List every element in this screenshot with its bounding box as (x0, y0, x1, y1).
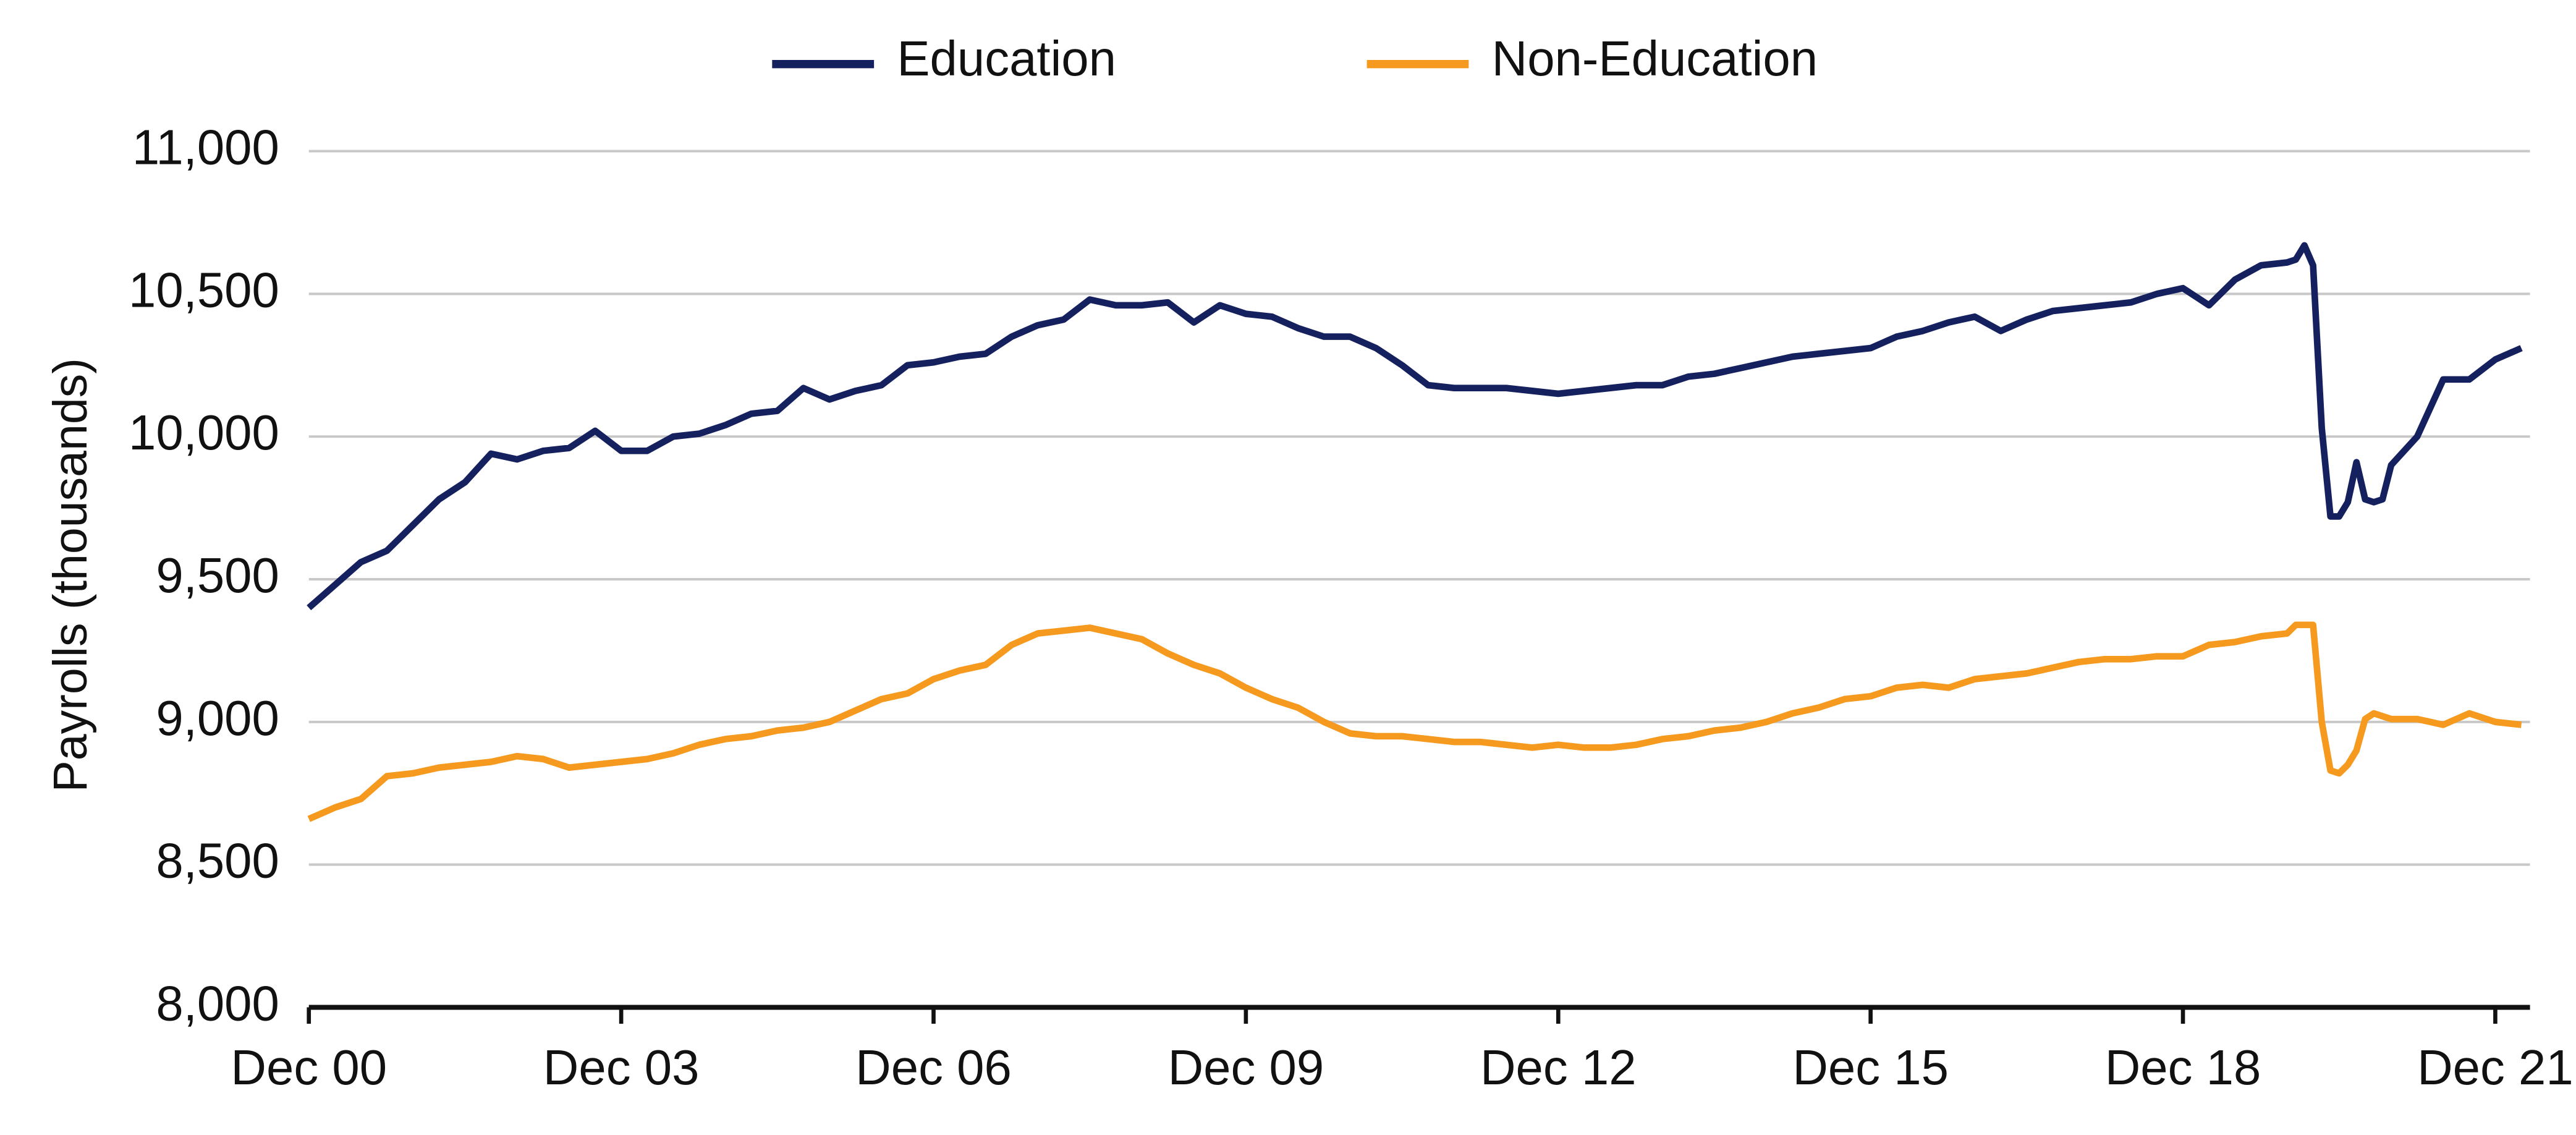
y-tick-label: 10,000 (129, 405, 279, 460)
x-tick-label: Dec 12 (1480, 1040, 1637, 1095)
x-tick-label: Dec 18 (2105, 1040, 2261, 1095)
y-tick-label: 9,500 (156, 548, 279, 603)
x-tick-label: Dec 15 (1792, 1040, 1949, 1095)
x-tick-label: Dec 21 (2417, 1040, 2574, 1095)
data-line (307, 621, 2522, 822)
y-tick-label: 8,000 (156, 976, 279, 1031)
x-tick-label: Dec 09 (1168, 1040, 1324, 1095)
x-tick-label: Dec 03 (543, 1040, 700, 1095)
y-tick-label: 9,000 (156, 691, 279, 746)
x-tick-label: Dec 06 (855, 1040, 1012, 1095)
y-axis-label: Payrolls (thousands) (44, 358, 97, 793)
legend-label: Education (897, 31, 1116, 86)
data-line (307, 242, 2523, 611)
y-tick-label: 8,500 (156, 833, 279, 888)
legend-label: Non-Education (1492, 31, 1818, 86)
y-tick-label: 10,500 (129, 262, 279, 317)
x-tick-label: Dec 00 (231, 1040, 387, 1095)
y-tick-label: 11,000 (132, 120, 279, 175)
